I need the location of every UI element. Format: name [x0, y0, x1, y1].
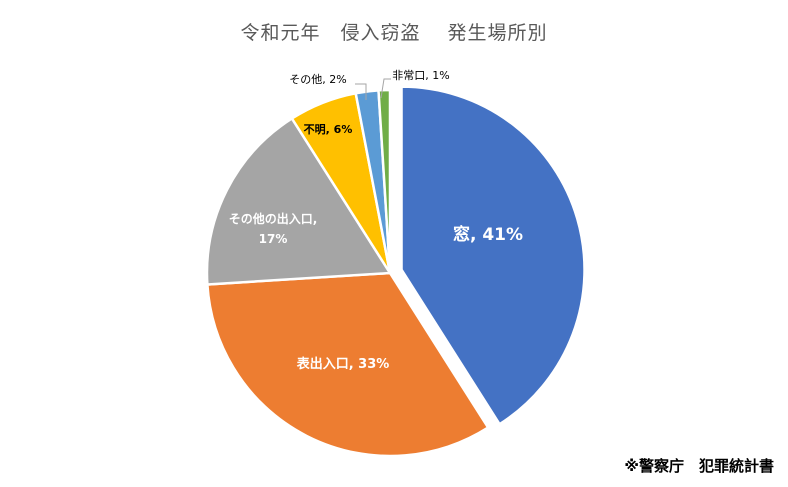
data-labels: 窓, 41% 表出入口, 33% その他の出入口, 17% 不明, 6% その他, 2% 非… [229, 69, 523, 372]
data-label-4: その他, 2% [289, 73, 346, 86]
data-label-2: その他の出入口, 17% [229, 211, 318, 246]
source-note: ※警察庁 犯罪統計書 [624, 457, 774, 475]
leader-line-5 [380, 78, 391, 99]
pie-slice-1 [206, 271, 490, 458]
leader-line-4 [355, 83, 367, 100]
data-label-1: 表出入口, 33% [296, 356, 390, 372]
data-label-5: 非常口, 1% [392, 69, 449, 82]
pie-slices [205, 85, 586, 458]
leader-lines [355, 78, 391, 100]
pie-slice-0 [400, 85, 586, 426]
data-label-0: 窓, 41% [453, 224, 523, 245]
chart-title: 令和元年 侵入窃盗 発生場所別 [240, 22, 548, 44]
pie-slice-2 [205, 116, 393, 286]
data-label-3: 不明, 6% [304, 123, 353, 136]
pie-slice-5 [377, 88, 392, 274]
